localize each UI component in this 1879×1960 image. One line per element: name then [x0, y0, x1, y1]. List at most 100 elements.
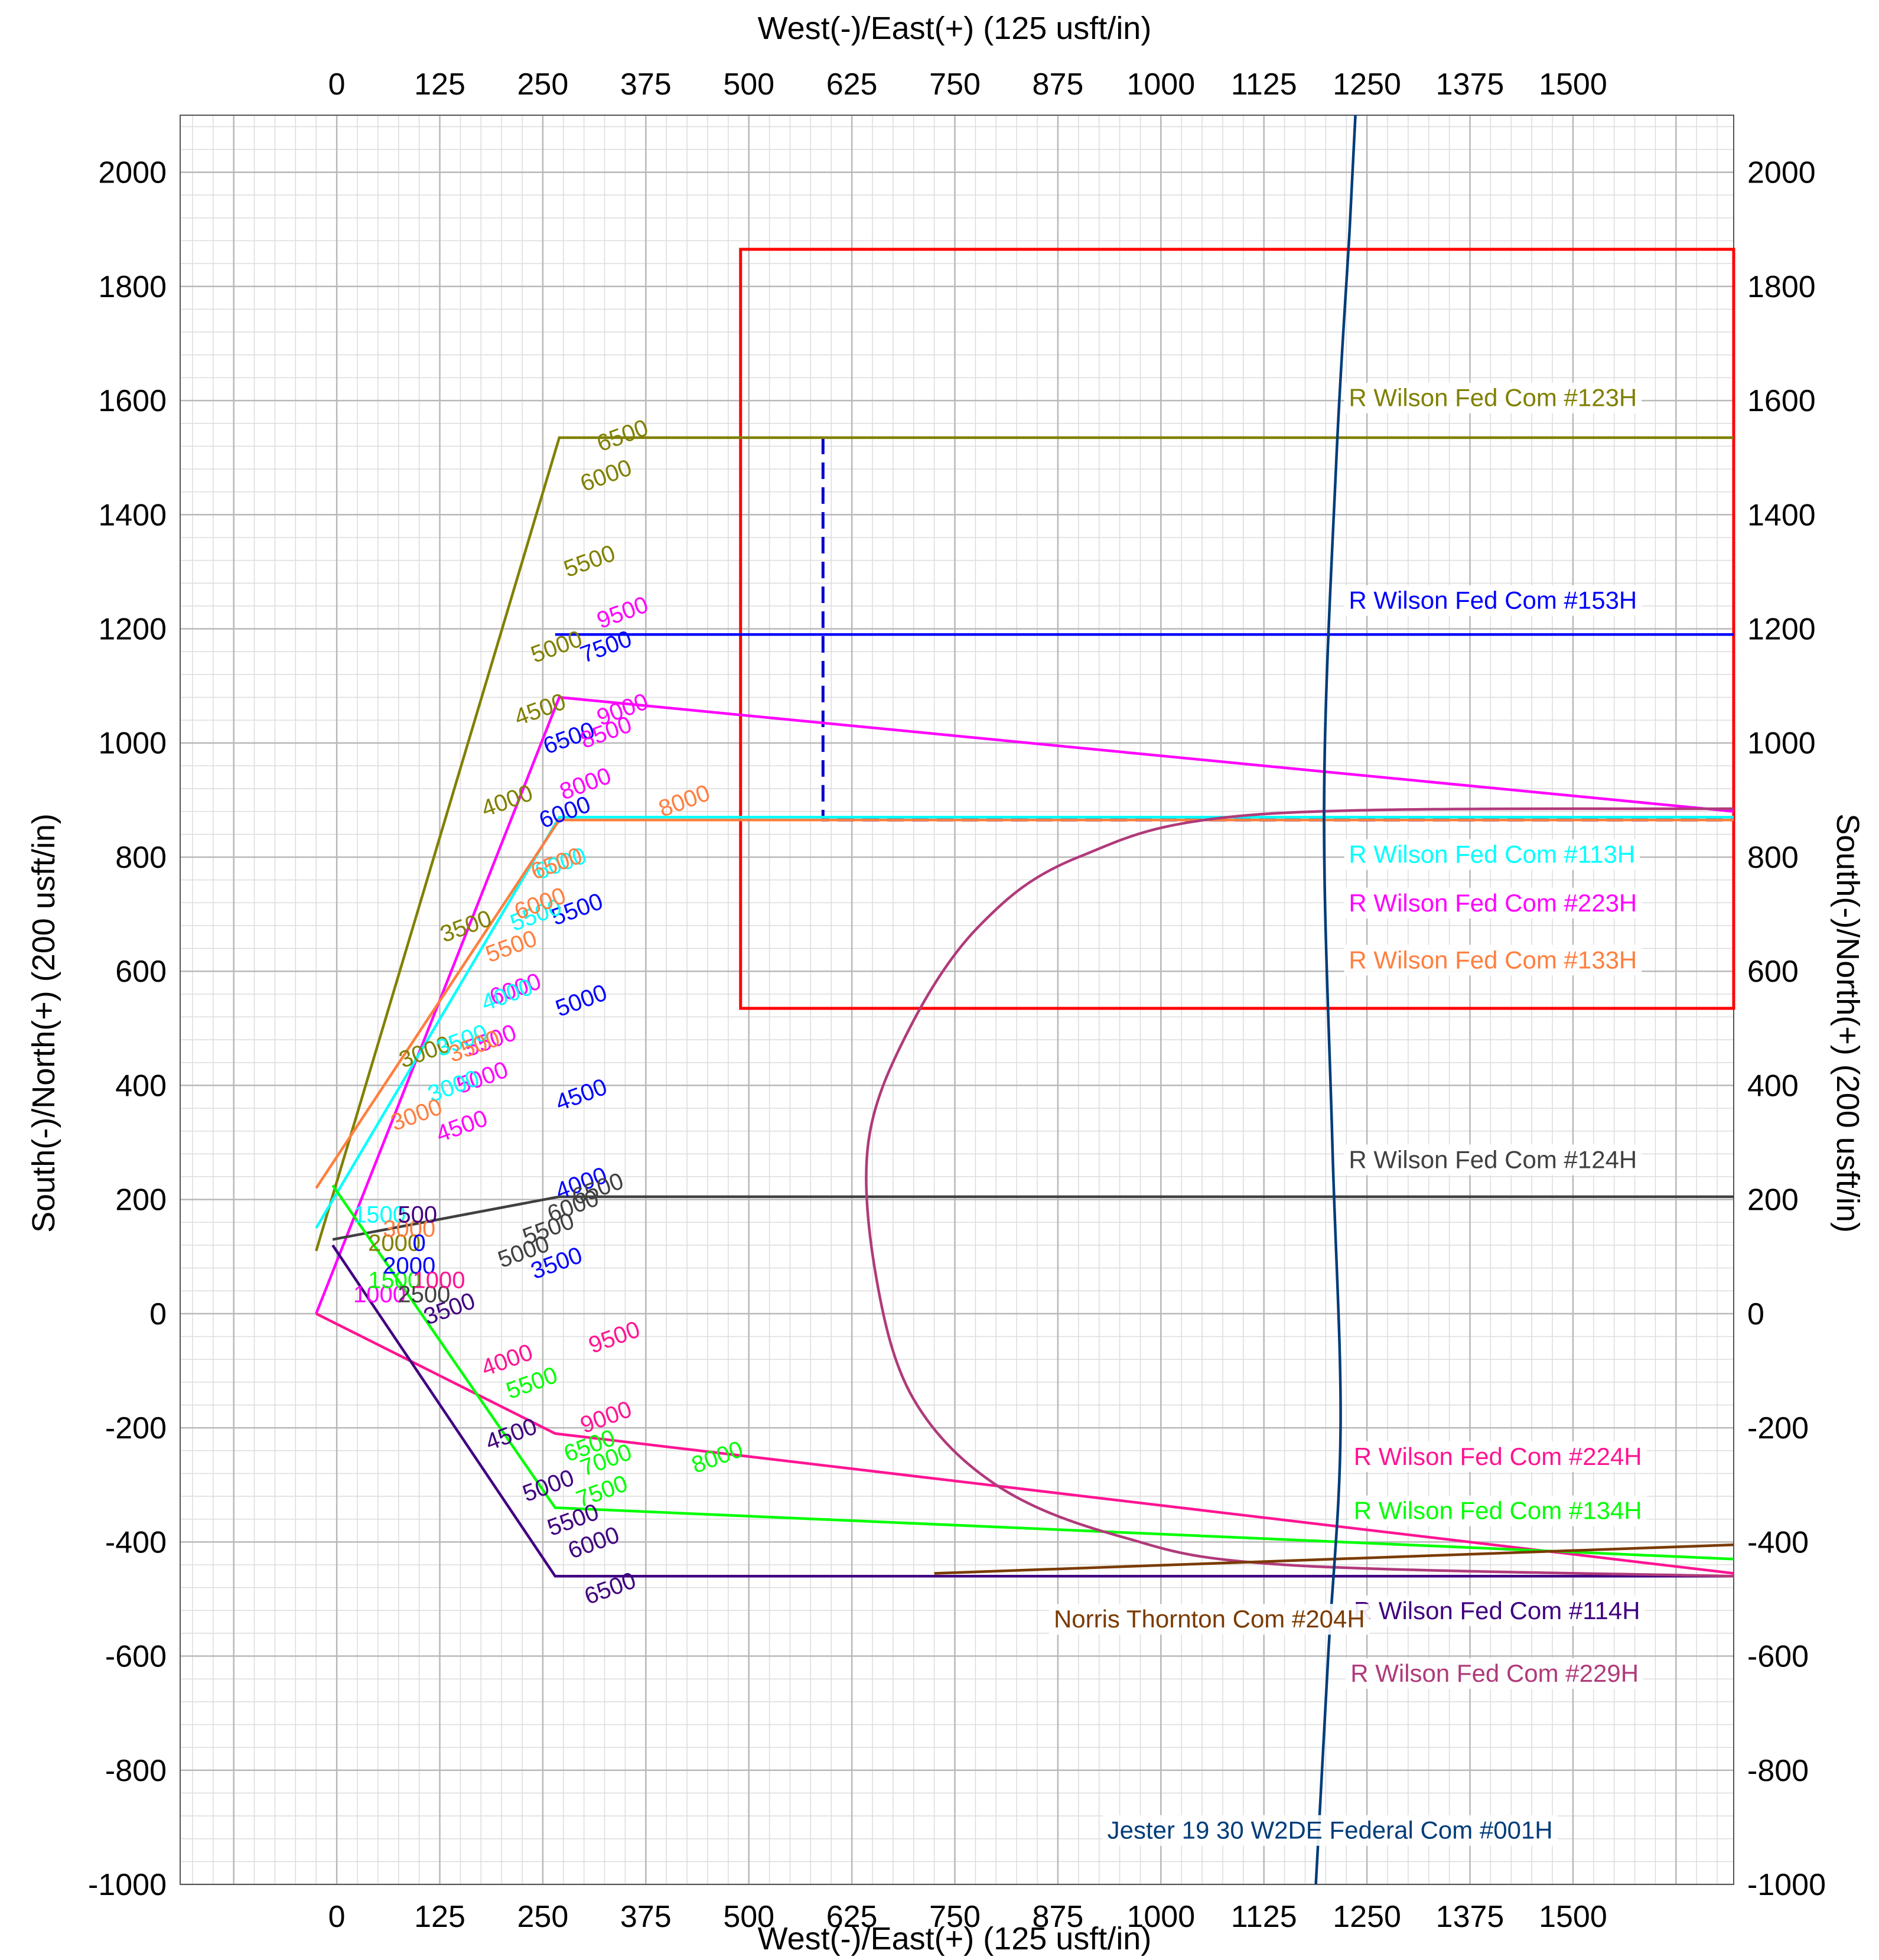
- well-label-group: R Wilson Fed Com #123H R Wilson Fed Com #…: [1048, 382, 1647, 1846]
- well-label-bg: [1346, 1658, 1644, 1689]
- x-tick-label-top: 750: [929, 67, 981, 102]
- cluster-md-label: 3000: [383, 1216, 435, 1242]
- x-axis-title-bottom: West(-)/East(+) (125 usft/in): [758, 1921, 1152, 1956]
- y-tick-label-left: 1400: [98, 498, 167, 532]
- y-tick-label-left: 200: [115, 1183, 167, 1217]
- x-tick-label-top: 625: [826, 67, 878, 102]
- y-tick-label-left: 1800: [98, 270, 167, 304]
- series-r-wilson-fed-com-123h: [315, 436, 1734, 1252]
- y-tick-label-right: 0: [1747, 1297, 1764, 1331]
- series-r-wilson-fed-com-224h: [315, 1312, 1734, 1575]
- well-label: Norris Thornton Com #204H: [1054, 1605, 1365, 1633]
- x-tick-label-top: 375: [620, 67, 672, 102]
- y-tick-label-right: 1000: [1747, 727, 1816, 761]
- x-tick-label-top: 125: [414, 67, 465, 102]
- cluster-md-label: 1500: [353, 1202, 406, 1228]
- well-label: R Wilson Fed Com #223H: [1349, 889, 1637, 917]
- cluster-md-label: 1500: [368, 1267, 421, 1293]
- well-label: R Wilson Fed Com #133H: [1349, 946, 1637, 974]
- cluster-md-label: 2000: [368, 1230, 421, 1256]
- y-tick-label-left: 1200: [98, 613, 167, 647]
- y-axis-title-left: South(-)/North(+) (200 usft/in): [26, 813, 61, 1233]
- well-label-bg: [1344, 585, 1642, 616]
- x-tick-label-bottom: 250: [517, 1900, 569, 1934]
- y-tick-label-right: 200: [1747, 1183, 1799, 1217]
- y-tick-label-left: -200: [105, 1411, 167, 1445]
- y-tick-label-right: 800: [1747, 841, 1799, 875]
- x-axis-title-top: West(-)/East(+) (125 usft/in): [758, 11, 1152, 46]
- cluster-md-label: 2000: [383, 1253, 435, 1279]
- x-tick-label-bottom: 750: [929, 1900, 981, 1934]
- y-tick-label-right: 1600: [1747, 384, 1816, 418]
- series-group: [315, 115, 1734, 1885]
- series-r-wilson-fed-com-124h: [332, 1195, 1734, 1241]
- x-tick-label-top: 1375: [1436, 67, 1504, 102]
- y-tick-label-left: 2000: [98, 156, 167, 190]
- well-label: R Wilson Fed Com #224H: [1354, 1443, 1642, 1470]
- y-tick-label-right: -600: [1747, 1640, 1809, 1674]
- well-label: R Wilson Fed Com #229H: [1350, 1659, 1639, 1687]
- well-label-bg: [1349, 1595, 1645, 1626]
- x-tick-label-bottom: 500: [723, 1900, 774, 1934]
- y-tick-label-left: -1000: [88, 1868, 167, 1902]
- well-label: R Wilson Fed Com #134H: [1354, 1497, 1642, 1525]
- y-tick-label-right: -200: [1747, 1411, 1809, 1445]
- x-tick-label-bottom: 1000: [1126, 1900, 1195, 1934]
- x-tick-label-top: 1250: [1333, 67, 1401, 102]
- cluster-md-label: 500: [398, 1202, 437, 1228]
- series-r-wilson-fed-com-133h: [315, 818, 1734, 1189]
- md-label-group: 3000350040004500500055006000650040004500…: [353, 415, 747, 1610]
- y-tick-label-left: -600: [105, 1640, 167, 1674]
- well-label-bg: [1344, 945, 1642, 976]
- y-tick-label-right: -400: [1747, 1525, 1809, 1559]
- cluster-md-label: 1000: [412, 1267, 465, 1293]
- well-label-bg: [1344, 839, 1640, 870]
- y-tick-label-right: 2000: [1747, 156, 1816, 190]
- y-tick-label-right: -800: [1747, 1754, 1809, 1788]
- series-r-wilson-fed-com-113h: [315, 816, 1734, 1229]
- y-tick-label-left: 600: [115, 955, 167, 989]
- x-tick-label-bottom: 125: [414, 1900, 465, 1934]
- series-r-wilson-fed-com-114h: [331, 1244, 1734, 1578]
- y-tick-label-right: 1400: [1747, 498, 1816, 532]
- series-r-wilson-fed-com-134h: [331, 1184, 1734, 1561]
- y-tick-label-right: 1200: [1747, 613, 1816, 647]
- cluster-md-label: 1000: [353, 1282, 406, 1308]
- cluster-md-label: 2500: [398, 1282, 450, 1308]
- y-axis-title-right: South(-)/North(+) (200 usft/in): [1830, 813, 1865, 1233]
- well-label-bg: [1344, 887, 1642, 919]
- y-tick-label-right: 600: [1747, 955, 1799, 989]
- x-tick-label-bottom: 375: [620, 1900, 672, 1934]
- lease-box: [739, 248, 1735, 1010]
- x-tick-label-bottom: 1375: [1436, 1900, 1504, 1934]
- well-label-bg: [1048, 1604, 1370, 1635]
- series-r-wilson-fed-com-223h: [315, 696, 1734, 1314]
- well-label: R Wilson Fed Com #113H: [1349, 841, 1635, 868]
- x-tick-label-bottom: 625: [826, 1900, 878, 1934]
- x-tick-label-top: 1125: [1231, 67, 1297, 102]
- x-tick-label-bottom: 0: [328, 1900, 346, 1934]
- y-tick-label-left: 400: [115, 1069, 167, 1103]
- series-r-wilson-fed-com-229h: [865, 807, 1734, 1578]
- x-tick-label-bottom: 875: [1033, 1900, 1084, 1934]
- y-tick-label-left: -400: [105, 1525, 167, 1559]
- y-tick-label-left: -800: [105, 1754, 167, 1788]
- x-tick-label-bottom: 1125: [1231, 1900, 1297, 1934]
- well-label: R Wilson Fed Com #153H: [1349, 587, 1637, 614]
- y-tick-label-right: 1800: [1747, 270, 1816, 304]
- well-label-bg: [1349, 1495, 1647, 1526]
- cluster-md-label: 0: [412, 1230, 425, 1256]
- y-tick-label-right: 400: [1747, 1069, 1799, 1103]
- well-label: R Wilson Fed Com #123H: [1349, 384, 1637, 412]
- x-tick-label-bottom: 1500: [1539, 1900, 1607, 1934]
- x-tick-label-top: 250: [517, 67, 569, 102]
- well-label: Jester 19 30 W2DE Federal Com #001H: [1108, 1816, 1553, 1844]
- x-tick-label-top: 500: [723, 67, 774, 102]
- y-tick-label-left: 800: [115, 841, 167, 875]
- x-tick-label-top: 0: [328, 67, 346, 102]
- y-tick-label-right: -1000: [1747, 1868, 1826, 1902]
- well-label-bg: [1344, 1144, 1642, 1176]
- well-label: R Wilson Fed Com #114H: [1354, 1597, 1640, 1624]
- well-label-bg: [1102, 1815, 1558, 1846]
